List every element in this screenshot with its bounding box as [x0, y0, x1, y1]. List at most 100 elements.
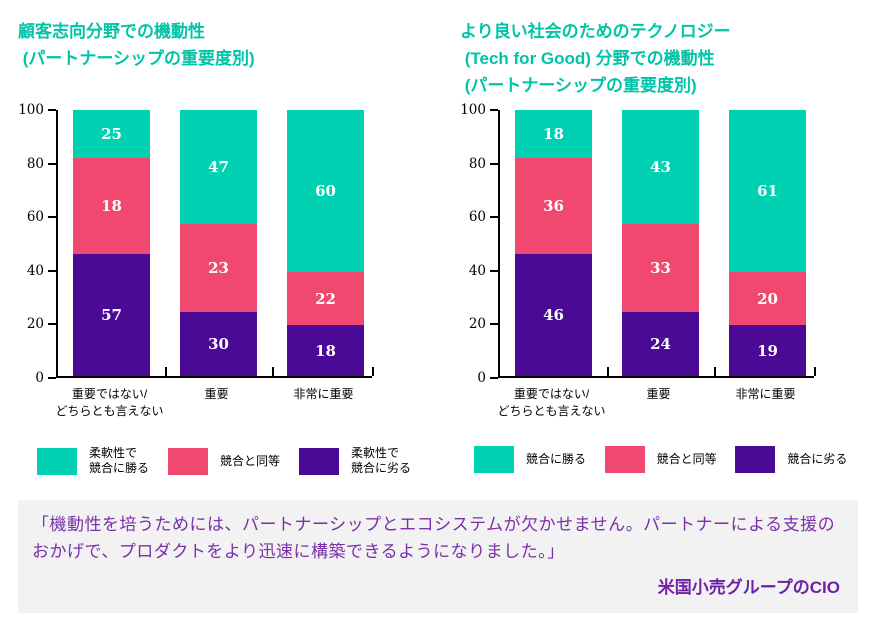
bar-value-label: 33	[650, 259, 671, 278]
bar-value-label: 25	[101, 124, 122, 143]
quote-attribution: 米国小売グループのCIO	[657, 578, 840, 597]
bar-segment-purple: 18	[287, 325, 364, 376]
categories: 重要ではない/どちらとも言えない 重要 非常に重要	[498, 386, 866, 420]
bar-segment-purple: 19	[729, 325, 806, 376]
legend-swatch-pink	[604, 446, 645, 473]
y-tick-mark	[48, 109, 56, 111]
y-axis-tick: 0	[16, 370, 56, 386]
category-label: 重要ではない/どちらとも言えない	[498, 386, 606, 420]
stacked-bar: 18 36 46	[515, 110, 592, 376]
x-axis-tick	[814, 367, 816, 376]
bar-value-label: 46	[543, 305, 564, 324]
y-axis-tick: 40	[16, 263, 56, 279]
category-label-line: 重要ではない/	[71, 387, 148, 401]
chart-title-line: (Tech for Good) 分野での機動性	[460, 49, 715, 68]
bar-segment-pink: 20	[729, 272, 806, 326]
legend-swatch-pink	[168, 447, 208, 475]
y-tick-label: 60	[468, 209, 486, 226]
legend: 競合に勝る 競合と同等 競合に劣る	[474, 446, 866, 473]
bar-value-label: 60	[315, 182, 336, 201]
bar-segment-teal: 25	[73, 110, 150, 158]
bar-value-label: 18	[315, 341, 336, 360]
category-label-line: 重要	[204, 387, 229, 401]
y-axis-tick: 40	[458, 263, 498, 279]
legend-label: 競合と同等	[656, 452, 717, 466]
bar-segment-purple: 24	[622, 312, 699, 376]
y-tick-mark	[48, 216, 56, 219]
y-axis-tick: 100	[16, 102, 56, 118]
y-tick-label: 40	[468, 262, 486, 279]
stacked-bar: 61 20 19	[729, 110, 806, 376]
legend-item: 競合と同等	[168, 446, 299, 476]
category-label-line: どちらとも言えない	[55, 404, 164, 418]
y-tick-label: 100	[18, 102, 44, 118]
stacked-bar: 47 23 30	[180, 110, 257, 376]
legend-label: 競合に劣る	[787, 452, 848, 466]
chart-tech-for-good: より良い社会のためのテクノロジー (Tech for Good) 分野での機動性…	[452, 18, 866, 476]
y-tick-label: 0	[35, 370, 44, 386]
y-tick-mark	[48, 323, 56, 326]
y-tick-mark	[48, 162, 56, 165]
bar-segment-pink: 18	[73, 157, 150, 254]
category-label-line: 非常に重要	[293, 387, 354, 401]
bar-segment-purple: 46	[515, 253, 592, 376]
bar-value-label: 30	[208, 335, 229, 354]
chart-title-line: (パートナーシップの重要度別)	[18, 49, 255, 68]
bar-value-label: 43	[650, 158, 671, 177]
bar-segment-purple: 30	[180, 312, 257, 376]
y-axis-tick: 20	[458, 316, 498, 332]
bar-value-label: 57	[101, 305, 122, 324]
y-axis: 0 20 40 60 80 100	[452, 102, 498, 386]
bar-segment-pink: 33	[622, 224, 699, 313]
category-label: 重要ではない/どちらとも言えない	[56, 386, 164, 420]
legend-item: 柔軟性で 競合に劣る	[299, 446, 430, 476]
y-tick-label: 20	[468, 316, 486, 333]
chart-customer-centricity: 顧客志向分野での機動性 (パートナーシップの重要度別) 0 20 40 60 80 100…	[10, 18, 438, 476]
y-axis-tick: 0	[458, 370, 498, 386]
stacked-bar: 60 22 18	[287, 110, 364, 376]
category-label: 非常に重要	[727, 386, 804, 420]
plot-row: 0 20 40 60 80 100 25 18 57 47 23 30 60 22 18	[10, 102, 438, 386]
bar-value-label: 19	[757, 341, 778, 360]
y-axis: 0 20 40 60 80 100	[10, 102, 56, 386]
stacked-bar: 25 18 57	[73, 110, 150, 376]
bar-segment-purple: 57	[73, 253, 150, 376]
plot-area: 18 36 46 43 33 24 61 20 19	[498, 110, 816, 378]
y-axis-tick: 20	[16, 316, 56, 332]
category-label: 重要	[620, 386, 697, 420]
y-tick-label: 80	[468, 155, 486, 172]
y-tick-label: 20	[26, 316, 44, 333]
bars: 18 36 46 43 33 24 61 20 19	[500, 110, 814, 376]
bar-value-label: 22	[315, 289, 336, 308]
bar-value-label: 36	[543, 196, 564, 215]
legend-label: 柔軟性で 競合に劣る	[351, 446, 412, 475]
bar-value-label: 24	[650, 335, 671, 354]
legend-item: 競合に劣る	[735, 446, 866, 473]
legend-swatch-purple	[735, 446, 776, 473]
bar-segment-pink: 23	[180, 224, 257, 313]
y-tick-label: 80	[26, 155, 44, 172]
bar-segment-teal: 47	[180, 110, 257, 225]
legend-item: 柔軟性で 競合に勝る	[37, 446, 168, 476]
y-tick-label: 0	[477, 370, 486, 386]
y-tick-mark	[490, 216, 498, 219]
quote-text: 「機動性を培うためには、パートナーシップとエコシステムが欠かせません。パートナー…	[32, 515, 836, 561]
legend-swatch-teal	[474, 446, 514, 473]
y-tick-mark	[48, 269, 56, 272]
chart-title: 顧客志向分野での機動性 (パートナーシップの重要度別)	[10, 18, 438, 110]
bar-segment-teal: 43	[622, 110, 699, 225]
x-axis-labels: 重要ではない/どちらとも言えない 重要 非常に重要	[498, 378, 866, 420]
y-axis-tick: 100	[458, 102, 498, 118]
category-label-line: 重要ではない/	[513, 387, 590, 401]
x-axis-labels: 重要ではない/どちらとも言えない 重要 非常に重要	[56, 378, 438, 420]
bar-value-label: 23	[208, 259, 229, 278]
y-axis-tick: 80	[458, 156, 498, 172]
bars: 25 18 57 47 23 30 60 22 18	[58, 110, 372, 376]
y-tick-mark	[490, 269, 498, 272]
charts-row: 顧客志向分野での機動性 (パートナーシップの重要度別) 0 20 40 60 80 100…	[10, 18, 866, 476]
category-label-line: 重要	[646, 387, 671, 401]
x-axis-tick	[607, 367, 609, 376]
bar-segment-teal: 18	[515, 110, 592, 158]
x-axis-tick	[165, 367, 167, 376]
